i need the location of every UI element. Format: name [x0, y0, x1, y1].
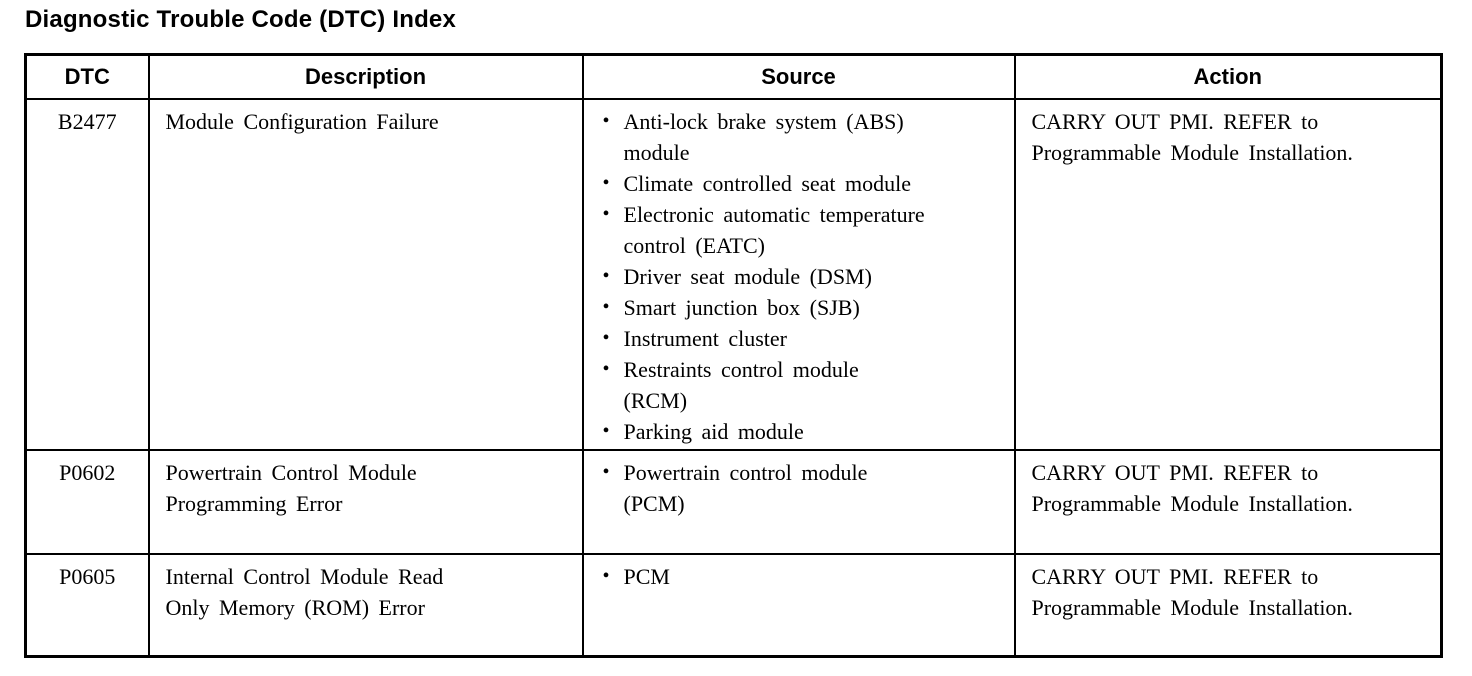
source-item: Driver seat module (DSM): [600, 261, 936, 292]
table-row: B2477 Module Configuration Failure Anti-…: [24, 98, 1443, 451]
source-list: PCM: [600, 561, 1004, 592]
source-list: Anti-lock brake system (ABS) module Clim…: [600, 106, 1004, 447]
table-header-row: DTC Description Source Action: [24, 53, 1443, 100]
source-item: Electronic automatic temperature control…: [600, 199, 936, 261]
column-header-description: Description: [147, 53, 584, 100]
source-cell: PCM: [581, 553, 1016, 657]
description-text: Module Configuration Failure: [165, 109, 439, 134]
source-item: Restraints control module (RCM): [600, 354, 904, 416]
table-row: P0605 Internal Control Module Read Only …: [24, 553, 1443, 657]
source-item: Anti-lock brake system (ABS) module: [600, 106, 936, 168]
source-item: Powertrain control module (PCM): [600, 457, 936, 519]
source-item: Parking aid module: [600, 416, 936, 447]
source-list: Powertrain control module (PCM): [600, 457, 1004, 519]
action-text: CARRY OUT PMI. REFER to Programmable Mod…: [1031, 564, 1353, 620]
dtc-code: P0602: [59, 460, 116, 485]
source-item: Smart junction box (SJB): [600, 292, 936, 323]
action-cell: CARRY OUT PMI. REFER to Programmable Mod…: [1013, 449, 1443, 555]
action-text: CARRY OUT PMI. REFER to Programmable Mod…: [1031, 109, 1353, 165]
page-title: Diagnostic Trouble Code (DTC) Index: [25, 6, 457, 33]
action-cell: CARRY OUT PMI. REFER to Programmable Mod…: [1013, 553, 1443, 657]
column-header-dtc: DTC: [24, 53, 150, 100]
column-header-source: Source: [581, 53, 1016, 100]
dtc-code-cell: P0605: [24, 553, 150, 657]
column-header-action: Action: [1013, 53, 1443, 100]
source-cell: Anti-lock brake system (ABS) module Clim…: [581, 98, 1016, 451]
dtc-code-cell: B2477: [24, 98, 150, 451]
dtc-code: P0605: [59, 564, 116, 589]
description-text: Powertrain Control Module Programming Er…: [165, 460, 417, 516]
description-cell: Powertrain Control Module Programming Er…: [147, 449, 584, 555]
action-text: CARRY OUT PMI. REFER to Programmable Mod…: [1031, 460, 1353, 516]
dtc-index-table: DTC Description Source Action B2477 Modu…: [24, 53, 1443, 658]
source-cell: Powertrain control module (PCM): [581, 449, 1016, 555]
description-text: Internal Control Module Read Only Memory…: [165, 564, 444, 620]
description-cell: Module Configuration Failure: [147, 98, 584, 451]
source-item: Instrument cluster: [600, 323, 936, 354]
dtc-code-cell: P0602: [24, 449, 150, 555]
action-cell: CARRY OUT PMI. REFER to Programmable Mod…: [1013, 98, 1443, 451]
dtc-code: B2477: [57, 109, 117, 134]
description-cell: Internal Control Module Read Only Memory…: [147, 553, 584, 657]
table-row: P0602 Powertrain Control Module Programm…: [24, 449, 1443, 555]
source-item: Climate controlled seat module: [600, 168, 936, 199]
source-item: PCM: [600, 561, 936, 592]
